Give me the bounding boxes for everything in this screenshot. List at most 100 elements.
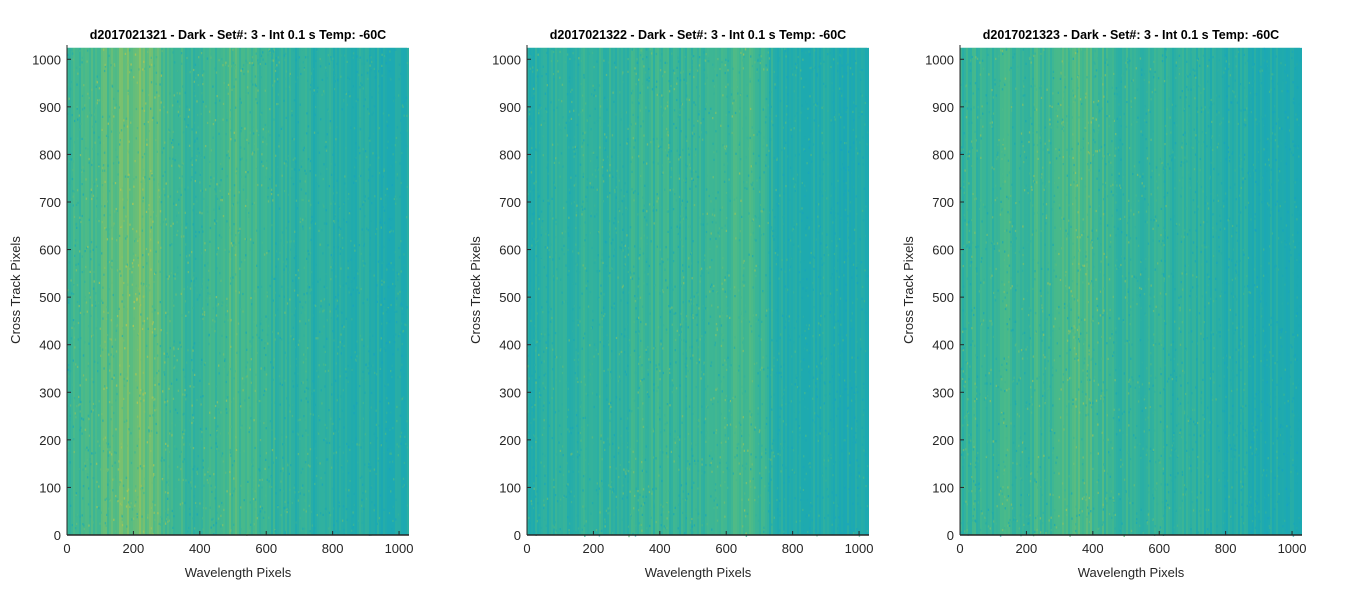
heatmap-noise xyxy=(709,290,711,293)
heatmap-noise xyxy=(662,291,664,294)
heatmap-noise xyxy=(154,357,156,360)
heatmap-noise xyxy=(305,370,307,373)
heatmap-noise xyxy=(836,288,838,291)
heatmap-noise xyxy=(820,257,822,260)
heatmap-noise xyxy=(770,105,772,108)
heatmap-noise xyxy=(381,260,384,264)
heatmap-noise xyxy=(348,287,350,290)
heatmap-noise xyxy=(100,354,102,357)
heatmap-noise xyxy=(851,387,853,390)
heatmap-noise xyxy=(173,61,176,64)
heatmap-noise xyxy=(707,57,710,60)
heatmap-noise xyxy=(568,270,570,273)
heatmap-noise xyxy=(581,292,583,295)
heatmap-noise xyxy=(216,220,218,223)
heatmap-column xyxy=(561,47,563,535)
heatmap-noise xyxy=(387,140,389,143)
heatmap-noise xyxy=(779,194,781,197)
heatmap-noise xyxy=(80,122,82,125)
heatmap-noise xyxy=(639,54,642,57)
heatmap-noise xyxy=(664,61,666,64)
heatmap-column xyxy=(203,47,205,535)
heatmap-noise xyxy=(367,229,369,232)
heatmap-noise xyxy=(77,201,79,204)
heatmap-noise xyxy=(164,522,167,525)
heatmap-noise xyxy=(164,373,166,376)
heatmap-noise xyxy=(106,442,108,445)
heatmap-noise xyxy=(707,385,709,388)
heatmap-column xyxy=(125,47,127,535)
heatmap-noise xyxy=(719,208,722,212)
heatmap-noise xyxy=(193,342,196,345)
heatmap-noise xyxy=(696,86,698,89)
heatmap-noise xyxy=(187,261,189,264)
heatmap-noise xyxy=(862,156,864,159)
heatmap-noise xyxy=(342,327,344,331)
heatmap-noise xyxy=(575,243,577,246)
heatmap-column xyxy=(591,47,593,535)
heatmap-noise xyxy=(392,490,394,493)
heatmap-noise xyxy=(697,487,699,490)
heatmap-noise xyxy=(284,510,286,513)
heatmap-noise xyxy=(185,361,188,364)
heatmap-noise xyxy=(302,381,304,384)
heatmap-noise xyxy=(268,516,270,519)
heatmap-noise xyxy=(147,516,149,519)
heatmap-noise xyxy=(75,492,78,495)
heatmap-noise xyxy=(823,463,825,466)
heatmap-noise xyxy=(255,166,258,169)
heatmap-noise xyxy=(380,348,382,351)
heatmap-noise xyxy=(822,294,824,297)
heatmap-noise xyxy=(265,373,268,376)
heatmap-noise xyxy=(358,175,361,178)
heatmap-column xyxy=(131,47,133,535)
heatmap-noise xyxy=(551,274,553,277)
heatmap-noise xyxy=(254,142,256,146)
heatmap-noise xyxy=(233,377,235,380)
heatmap-column xyxy=(697,47,699,535)
heatmap-noise xyxy=(142,322,144,325)
heatmap-noise xyxy=(98,400,100,403)
heatmap-noise xyxy=(750,453,752,456)
heatmap-noise xyxy=(797,377,799,380)
heatmap-noise xyxy=(816,388,818,391)
heatmap-column xyxy=(213,47,215,535)
heatmap-noise xyxy=(837,373,840,376)
heatmap-noise xyxy=(138,292,141,295)
heatmap-noise xyxy=(119,481,121,484)
heatmap-noise xyxy=(230,367,232,371)
heatmap-column xyxy=(243,47,245,535)
heatmap-noise xyxy=(228,363,230,366)
heatmap-noise xyxy=(234,139,236,142)
heatmap-noise xyxy=(574,372,576,375)
heatmap-noise xyxy=(386,120,388,123)
heatmap-noise xyxy=(271,275,273,278)
heatmap-noise xyxy=(364,262,366,265)
heatmap-noise xyxy=(709,464,711,467)
heatmap-noise xyxy=(368,137,370,140)
heatmap-column xyxy=(325,47,327,535)
heatmap-noise xyxy=(82,418,85,421)
heatmap-noise xyxy=(228,432,230,435)
heatmap-noise xyxy=(196,298,199,301)
heatmap-noise xyxy=(361,475,363,478)
heatmap-noise xyxy=(292,527,294,530)
heatmap-noise xyxy=(228,333,231,336)
heatmap-noise xyxy=(370,69,372,72)
heatmap-noise xyxy=(381,283,383,286)
heatmap-noise xyxy=(150,226,152,229)
heatmap-noise xyxy=(206,57,209,60)
heatmap-noise xyxy=(753,316,756,319)
heatmap-noise xyxy=(627,480,629,483)
heatmap-noise xyxy=(864,448,866,451)
heatmap-noise xyxy=(819,56,821,59)
heatmap-noise xyxy=(854,431,857,434)
heatmap-column xyxy=(381,47,383,535)
heatmap-noise xyxy=(366,71,369,75)
heatmap-noise xyxy=(196,100,198,103)
heatmap-noise xyxy=(858,162,860,165)
heatmap-noise xyxy=(367,128,369,131)
heatmap-noise xyxy=(86,310,88,313)
heatmap-noise xyxy=(817,231,820,234)
heatmap-noise xyxy=(608,255,610,258)
